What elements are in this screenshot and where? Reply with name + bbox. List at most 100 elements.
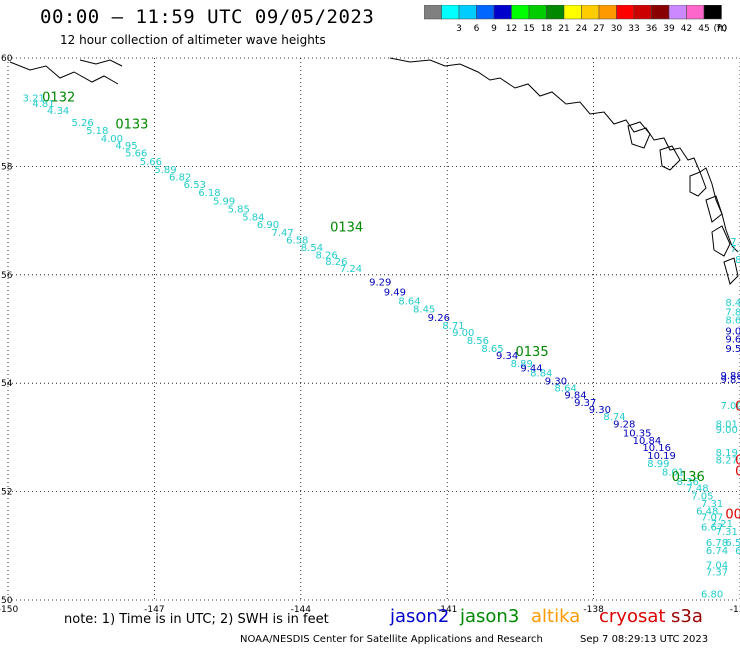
pass-label: 0133	[115, 117, 148, 132]
wave-height-value: 9.06	[725, 326, 740, 337]
pass-label: 0135	[516, 345, 549, 360]
colorbar-tick-label: 27	[593, 24, 604, 34]
wave-height-value: 10.19	[647, 451, 676, 462]
wave-height-value: 7.48	[686, 484, 708, 495]
wave-height-value: 6.53	[184, 180, 206, 191]
page-subtitle: 12 hour collection of altimeter wave hei…	[60, 33, 326, 47]
y-tick-label: 50	[1, 596, 13, 606]
wave-height-value: 9.69	[725, 335, 740, 346]
wave-height-value: 9.49	[384, 287, 406, 298]
wave-height-value: 7.00	[720, 401, 740, 412]
colorbar-tick-label: 9	[491, 24, 497, 34]
colorbar-tick-label: 6	[474, 24, 480, 34]
wave-height-value: 8.56	[467, 336, 489, 347]
wave-height-value: 7.31	[716, 527, 738, 538]
wave-height-value: 9.30	[589, 405, 611, 416]
wave-height-value: 4.81	[32, 99, 54, 110]
coast-fragment-n	[79, 59, 123, 67]
colorbar-tick-label: 42	[681, 24, 692, 34]
y-tick-label: 54	[1, 379, 13, 389]
island-outline-4	[705, 195, 723, 223]
wave-height-value: 9.00	[716, 425, 738, 436]
pass-label: 002	[735, 454, 740, 469]
x-tick-label: -144	[291, 605, 312, 615]
wave-height-value: 8.37	[735, 255, 740, 266]
wave-height-value: 7.47	[272, 228, 294, 239]
colorbar-tick-label: 24	[576, 24, 588, 34]
colorbar-unit-label: (ft)	[714, 24, 728, 34]
wave-height-value: 5.99	[213, 196, 235, 207]
wave-height-value: 4.00	[101, 134, 123, 145]
wave-height-value: 9.28	[613, 420, 635, 431]
wave-height-value: 7.38	[730, 237, 740, 248]
legend-note: note: 1) Time is in UTC; 2) SWH is in fe…	[64, 612, 329, 627]
wave-height-value: 8.01	[662, 467, 684, 478]
page-title: 00:00 – 11:59 UTC 09/05/2023	[40, 6, 375, 28]
color-scale-legend: 3 6 9 12 15 18 21 24 27 30 33 36 39 42 45 70(ft)	[424, 5, 728, 34]
wave-height-value: 8.61	[725, 316, 740, 327]
pass-labels: 013201330134013501360020020026000	[42, 90, 740, 522]
wave-height-value: 5.26	[71, 118, 93, 129]
island-outline-3	[689, 171, 707, 197]
wave-height-values: 3.214.814.345.265.184.004.955.665.665.89…	[23, 93, 740, 600]
legend-satellite-jason2: jason2	[390, 606, 450, 627]
pass-label: 0136	[672, 470, 705, 485]
pass-label: 0134	[330, 220, 363, 235]
wave-height-value: 7.42	[730, 244, 740, 255]
wave-height-value: 6.6	[735, 546, 740, 557]
legend-satellite-s3a: s3a	[671, 606, 703, 627]
wave-height-value: 7.31	[701, 499, 723, 510]
wave-height-value: 6.78	[706, 538, 728, 549]
wave-height-value: 9.29	[369, 278, 391, 289]
wave-height-value: 8.64	[398, 297, 420, 308]
wave-height-value: 9.26	[428, 313, 450, 324]
island-outline-2	[659, 145, 681, 171]
y-tick-label: 58	[1, 162, 13, 172]
y-tick-label: 52	[1, 488, 12, 498]
wave-height-value: 5.66	[140, 157, 162, 168]
colorbar-tick-label: 36	[646, 24, 658, 34]
wave-height-value: 6.58	[286, 235, 308, 246]
wave-height-value: 6.18	[198, 188, 220, 199]
wave-height-value: 8.64	[555, 383, 577, 394]
wave-height-value: 5.85	[228, 204, 250, 215]
island-outline-5	[711, 225, 731, 257]
wave-height-value: 8.36	[677, 477, 699, 488]
x-tick-label: -135	[730, 605, 740, 615]
wave-height-value: 8.84	[530, 369, 552, 380]
colorbar-tick-label: 21	[558, 24, 569, 34]
wave-height-value: 10.35	[623, 428, 652, 439]
wave-height-value: 8.01	[716, 420, 738, 431]
wave-height-value: 4.34	[47, 106, 69, 117]
wave-height-value: 7.24	[340, 264, 362, 275]
x-tick-label: -147	[144, 605, 164, 615]
colorbar-tick-label: 3	[456, 24, 462, 34]
axis-labels: -150 -147 -144 -141 -138 -135 50 52 54 56 58 60	[0, 54, 740, 615]
footer-timestamp: Sep 7 08:29:13 UTC 2023	[580, 634, 709, 645]
wave-height-value: 8.45	[413, 305, 435, 316]
wave-height-value: 9.44	[520, 363, 542, 374]
wave-height-value: 9.30	[545, 376, 567, 387]
coast-fragment-nw	[9, 61, 119, 85]
y-tick-label: 56	[1, 271, 13, 281]
wave-height-value: 8.89	[511, 359, 533, 370]
wave-height-value: 3.21	[23, 93, 45, 104]
wave-height-value: 6.57	[725, 538, 740, 549]
colorbar-tick-label: 12	[506, 24, 517, 34]
wave-height-value: 7.05	[691, 492, 713, 503]
pass-label: 0026	[725, 508, 740, 523]
colorbar-tick-label: 18	[541, 24, 553, 34]
wave-height-value: 10.16	[642, 443, 671, 454]
alaska-coastline	[389, 57, 739, 253]
wave-height-value: 8.45	[725, 298, 740, 309]
wave-height-value: 8.65	[481, 344, 503, 355]
y-tick-label: 60	[1, 54, 13, 64]
wave-height-value: 5.89	[154, 165, 176, 176]
wave-height-value: 5.84	[242, 213, 264, 224]
wave-height-value: 9.00	[452, 328, 474, 339]
wave-height-value: 9.83	[720, 375, 740, 386]
wave-height-value: 6.74	[706, 546, 728, 557]
wave-height-value: 9.84	[564, 390, 586, 401]
colorbar-tick-label: 39	[663, 24, 675, 34]
